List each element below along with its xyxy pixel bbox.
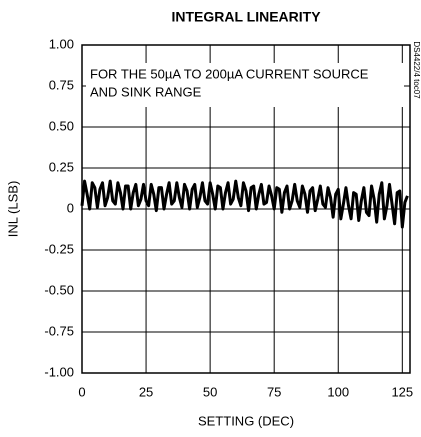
y-tick-label: -0.25 — [44, 241, 74, 256]
annotation: FOR THE 50µA TO 200µA CURRENT SOURCE — [90, 66, 369, 81]
y-tick-label: 1.00 — [49, 36, 74, 51]
y-tick-label: 0.75 — [49, 77, 74, 92]
y-tick-label: -0.50 — [44, 282, 74, 297]
data-line — [80, 179, 409, 229]
y-tick-label: -0.75 — [44, 323, 74, 338]
x-tick-label: 0 — [78, 384, 85, 399]
x-tick-label: 75 — [267, 384, 281, 399]
y-tick-label: -1.00 — [44, 364, 74, 379]
plot-frame — [81, 44, 411, 374]
annotation: AND SINK RANGE — [90, 84, 202, 99]
y-tick-label: 0 — [67, 200, 74, 215]
x-tick-label: 125 — [391, 384, 413, 399]
x-axis-label: SETTING (DEC) — [198, 413, 294, 428]
chart-title: INTEGRAL LINEARITY — [171, 9, 321, 25]
figure-id: DS4422/4 toc07 — [412, 41, 421, 99]
y-tick-label: 0.25 — [49, 159, 74, 174]
x-tick-label: 100 — [327, 384, 349, 399]
x-tick-label: 50 — [203, 384, 217, 399]
y-axis-label: INL (LSB) — [5, 181, 20, 238]
annotation-background — [86, 63, 404, 107]
y-tick-label: 0.50 — [49, 118, 74, 133]
x-tick-label: 25 — [139, 384, 153, 399]
